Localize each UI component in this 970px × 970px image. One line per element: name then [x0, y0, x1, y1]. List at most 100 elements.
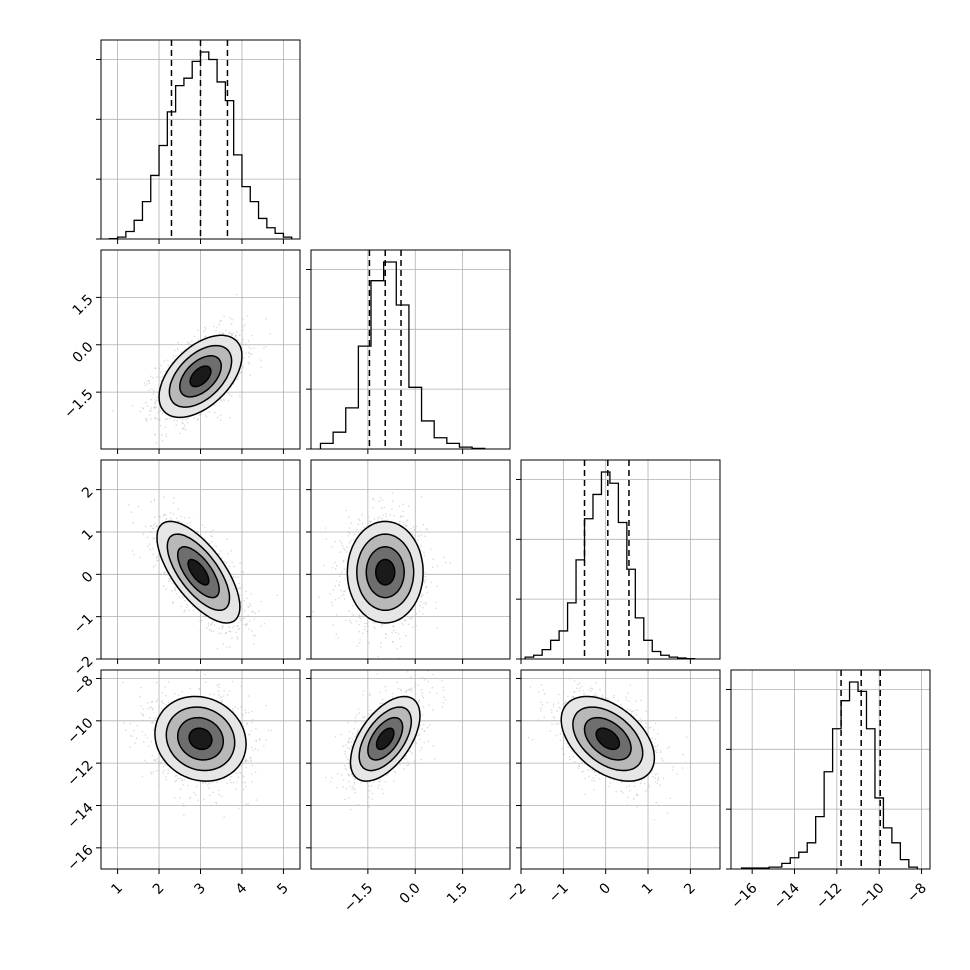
scatter-point	[392, 629, 395, 632]
scatter-point	[167, 580, 170, 583]
scatter-point	[215, 330, 217, 332]
scatter-point	[331, 601, 333, 604]
scatter-point	[219, 419, 222, 421]
scatter-point	[182, 427, 184, 430]
scatter-point	[158, 705, 161, 708]
scatter-point	[245, 352, 247, 355]
scatter-point	[254, 612, 257, 614]
scatter-point	[410, 616, 413, 618]
scatter-point	[245, 803, 247, 805]
scatter-point	[152, 565, 155, 568]
scatter-point	[145, 418, 147, 421]
scatter-point	[155, 367, 157, 370]
scatter-point	[351, 604, 354, 607]
scatter-point	[363, 622, 366, 625]
scatter-point	[240, 601, 243, 603]
scatter-point	[334, 585, 336, 587]
scatter-point	[252, 718, 254, 721]
scatter-point	[247, 711, 250, 714]
scatter-point	[341, 571, 343, 574]
scatter-point	[159, 409, 162, 412]
scatter-point	[213, 325, 215, 328]
scatter-point	[393, 625, 395, 628]
scatter-point	[230, 323, 233, 325]
scatter-point	[181, 421, 183, 424]
scatter-point	[218, 627, 220, 630]
y-tick-label: 0.0	[70, 339, 97, 366]
scatter-point	[188, 342, 191, 344]
scatter-point	[242, 725, 245, 728]
scatter-point	[344, 590, 346, 592]
scatter-point	[373, 499, 375, 501]
scatter-point	[216, 416, 219, 419]
scatter-point	[236, 638, 239, 640]
scatter-point	[241, 587, 243, 589]
scatter-point	[417, 535, 420, 537]
scatter-point	[191, 605, 194, 608]
scatter-point	[226, 694, 229, 696]
scatter-point	[166, 359, 169, 362]
scatter-point	[217, 686, 220, 688]
scatter-point	[153, 537, 156, 540]
scatter-point	[348, 516, 350, 518]
scatter-point	[221, 699, 223, 702]
scatter-point	[164, 686, 167, 688]
scatter-point	[405, 524, 408, 527]
scatter-point	[184, 424, 186, 427]
scatter-point	[171, 589, 173, 592]
scatter-point	[237, 376, 240, 378]
scatter-point	[223, 399, 225, 402]
scatter-point	[372, 622, 375, 624]
scatter-point	[150, 500, 152, 503]
scatter-panel-p1-p2	[306, 459, 511, 665]
scatter-point	[243, 665, 245, 667]
scatter-point	[220, 550, 222, 552]
scatter-point	[170, 517, 172, 520]
scatter-point	[174, 588, 176, 590]
scatter-point	[155, 700, 158, 703]
scatter-point	[201, 524, 203, 526]
y-tick-label: 1	[79, 526, 97, 544]
scatter-point	[430, 581, 433, 584]
scatter-point	[231, 680, 234, 683]
scatter-point	[156, 396, 158, 399]
scatter-point	[189, 687, 192, 690]
scatter-point	[249, 353, 252, 356]
scatter-point	[424, 535, 426, 537]
scatter-point	[162, 585, 165, 587]
density-core	[195, 371, 206, 382]
scatter-point	[143, 741, 145, 743]
scatter-point	[225, 646, 228, 649]
scatter-point	[420, 595, 423, 598]
scatter-point	[228, 394, 231, 396]
scatter-point	[183, 426, 185, 429]
scatter-point	[407, 623, 410, 625]
scatter-point	[213, 404, 216, 406]
scatter-point	[344, 549, 346, 551]
scatter-point	[389, 663, 391, 665]
scatter-point	[205, 627, 208, 629]
scatter-point	[246, 315, 249, 317]
scatter-point	[169, 512, 172, 514]
scatter-point	[210, 630, 213, 632]
scatter-point	[312, 610, 315, 613]
scatter-point	[203, 326, 206, 329]
scatter-point	[154, 418, 156, 420]
scatter-point	[139, 695, 141, 698]
scatter-point	[225, 562, 228, 564]
scatter-point	[253, 618, 255, 620]
scatter-point	[265, 345, 267, 348]
scatter-point	[381, 517, 383, 520]
scatter-point	[205, 782, 207, 784]
scatter-point	[384, 636, 387, 639]
scatter-point	[186, 606, 188, 609]
scatter-point	[161, 439, 164, 442]
scatter-point	[169, 417, 171, 420]
scatter-point	[245, 343, 247, 345]
scatter-point	[238, 587, 240, 589]
scatter-point	[339, 573, 342, 576]
scatter-point	[232, 575, 235, 578]
scatter-point	[229, 317, 232, 319]
scatter-point	[337, 637, 339, 639]
scatter-point	[171, 519, 173, 521]
